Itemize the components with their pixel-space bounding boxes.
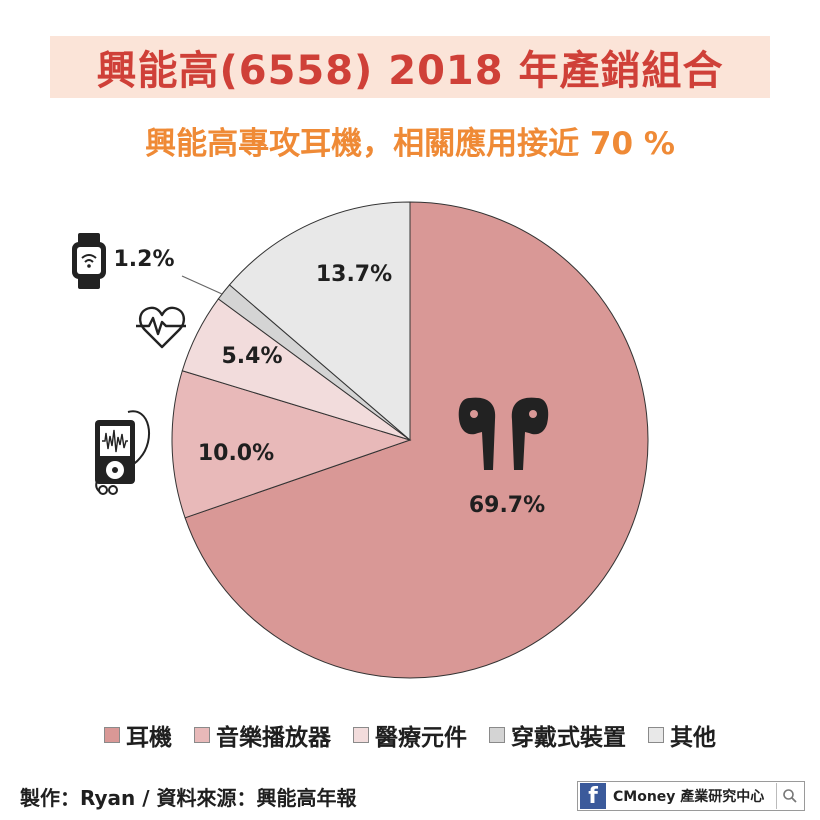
legend-label: 穿戴式裝置 <box>511 725 626 751</box>
legend-swatch <box>648 727 664 743</box>
source-note: 製作：Ryan / 資料來源：興能高年報 <box>20 786 357 810</box>
music-player-icon <box>95 410 151 495</box>
legend-swatch <box>194 727 210 743</box>
facebook-icon: f <box>580 783 606 809</box>
pie-slice <box>184 201 649 679</box>
slice-label: 5.4% <box>221 344 282 369</box>
legend-label: 音樂播放器 <box>216 725 331 751</box>
legend: 耳機 音樂播放器 醫療元件 穿戴式裝置 其他 <box>0 718 820 752</box>
smartwatch-icon <box>72 233 106 289</box>
chart-title: 興能高(6558) 2018 年產銷組合 <box>96 48 724 94</box>
pie-slices <box>171 201 649 679</box>
pie-chart: 69.7% 10.0% 5.4% 1.2% 13.7% <box>72 201 649 679</box>
leader-line <box>181 275 223 295</box>
legend-item-medical: 醫療元件 <box>353 718 467 752</box>
legend-item-music-player: 音樂播放器 <box>194 718 331 752</box>
pie-labels: 69.7% 10.0% 5.4% 1.2% 13.7% <box>113 247 545 518</box>
earbuds-icon <box>458 397 549 470</box>
legend-label: 醫療元件 <box>375 725 467 751</box>
title-banner: 興能高(6558) 2018 年產銷組合 <box>50 36 770 98</box>
legend-swatch <box>489 727 505 743</box>
slice-label: 10.0% <box>198 441 274 466</box>
brand-badge[interactable]: f CMoney 產業研究中心 <box>577 781 805 811</box>
legend-item-other: 其他 <box>648 718 716 752</box>
pie-slice <box>228 201 411 442</box>
legend-label: 耳機 <box>126 725 172 751</box>
search-icon[interactable] <box>776 783 803 809</box>
legend-swatch <box>353 727 369 743</box>
legend-label: 其他 <box>670 725 716 751</box>
legend-item-wearable: 穿戴式裝置 <box>489 718 626 752</box>
slice-label: 69.7% <box>469 493 545 518</box>
pie-slice <box>171 370 412 519</box>
slice-label: 13.7% <box>316 262 392 287</box>
legend-item-earphones: 耳機 <box>104 718 172 752</box>
heartbeat-icon <box>136 306 186 349</box>
brand-name: CMoney 產業研究中心 <box>613 789 765 805</box>
slice-label: 1.2% <box>113 247 174 272</box>
chart-subtitle: 興能高專攻耳機，相關應用接近 70 % <box>145 126 675 162</box>
legend-swatch <box>104 727 120 743</box>
